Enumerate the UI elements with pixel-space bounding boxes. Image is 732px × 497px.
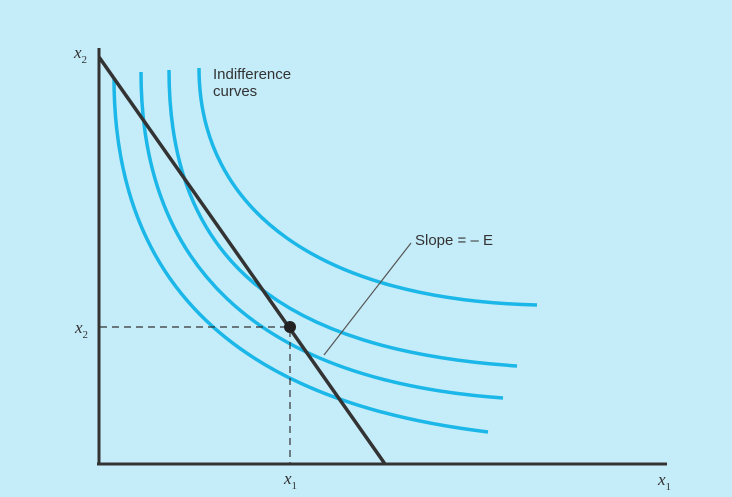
indifference-curve-4 bbox=[197, 67, 538, 307]
indifference-curves-label: Indifference curves bbox=[213, 66, 291, 100]
indifference-curves bbox=[112, 67, 538, 434]
indifference-curve-1 bbox=[112, 77, 489, 434]
x-tick-label: x1 bbox=[283, 469, 297, 492]
axes bbox=[97, 48, 667, 466]
y-axis-label: x2 bbox=[73, 43, 87, 66]
x-axis-label: x1 bbox=[657, 470, 671, 493]
budget-line bbox=[97, 55, 387, 466]
slope-leader-line bbox=[323, 242, 412, 356]
indifference-curve-3 bbox=[167, 69, 518, 368]
slope-label: Slope = – E bbox=[415, 232, 493, 249]
optimum-point bbox=[284, 321, 296, 333]
indifference-curve-2 bbox=[139, 71, 504, 400]
y-tick-label: x2 bbox=[74, 318, 88, 341]
guide-lines bbox=[100, 326, 291, 463]
